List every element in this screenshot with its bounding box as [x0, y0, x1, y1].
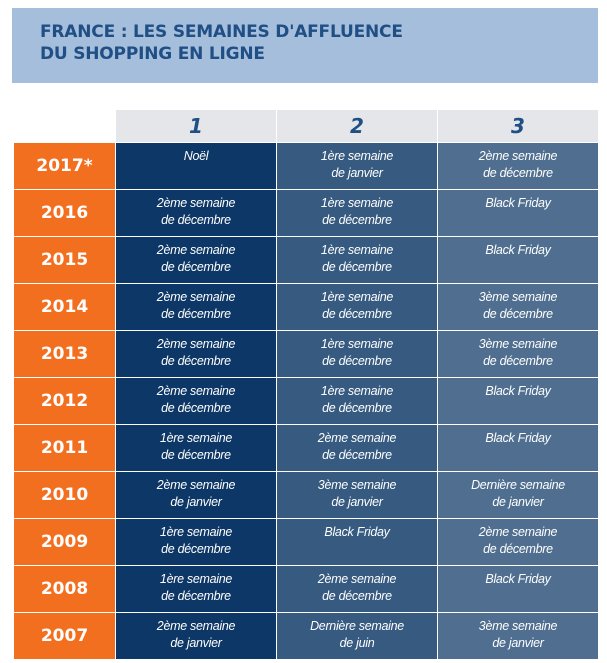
week-cell-rank-2: 2ème semaine de décembre — [276, 425, 437, 471]
table-row: 2016 2ème semaine de décembre 1ère semaine… — [14, 189, 598, 236]
year-cell: 2016 — [14, 190, 115, 236]
week-cell-rank-1: 2ème semaine de décembre — [115, 237, 276, 283]
week-cell-rank-2: 2ème semaine de décembre — [276, 566, 437, 612]
year-cell: 2014 — [14, 284, 115, 330]
week-cell-rank-1: 2ème semaine de janvier — [115, 472, 276, 518]
header-row: 1 2 3 — [14, 110, 598, 142]
week-cell-rank-2: 1ère semaine de décembre — [276, 378, 437, 424]
week-cell-rank-2: Black Friday — [276, 519, 437, 565]
table-row: 2007 2ème semaine de janvier Dernière sema… — [14, 612, 598, 659]
table-row: 2010 2ème semaine de janvier 3ème semaine … — [14, 471, 598, 518]
week-cell-rank-3: 3ème semaine de janvier — [437, 613, 598, 659]
year-cell: 2010 — [14, 472, 115, 518]
week-cell-rank-2: 1ère semaine de décembre — [276, 331, 437, 377]
week-cell-rank-2: 1ère semaine de janvier — [276, 143, 437, 189]
week-cell-rank-3: 2ème semaine de décembre — [437, 519, 598, 565]
week-cell-rank-1: 1ère semaine de décembre — [115, 519, 276, 565]
week-cell-rank-3: Black Friday — [437, 237, 598, 283]
year-cell: 2011 — [14, 425, 115, 471]
year-cell: 2009 — [14, 519, 115, 565]
week-cell-rank-1: 2ème semaine de décembre — [115, 190, 276, 236]
week-cell-rank-3: 2ème semaine de décembre — [437, 143, 598, 189]
table-row: 2013 2ème semaine de décembre 1ère semaine… — [14, 330, 598, 377]
week-cell-rank-2: Dernière semaine de juin — [276, 613, 437, 659]
table-row: 2012 2ème semaine de décembre 1ère semaine… — [14, 377, 598, 424]
year-cell: 2017* — [14, 143, 115, 189]
week-cell-rank-3: Black Friday — [437, 190, 598, 236]
affluence-table: 1 2 3 2017* Noël 1ère semaine de janvier 2è… — [14, 110, 598, 659]
week-cell-rank-1: 2ème semaine de décembre — [115, 331, 276, 377]
week-cell-rank-1: 2ème semaine de janvier — [115, 613, 276, 659]
table-row: 2014 2ème semaine de décembre 1ère semaine… — [14, 283, 598, 330]
table-body: 2017* Noël 1ère semaine de janvier 2ème sem… — [14, 142, 598, 659]
week-cell-rank-2: 3ème semaine de janvier — [276, 472, 437, 518]
table-row: 2011 1ère semaine de décembre 2ème semaine… — [14, 424, 598, 471]
title-line-2: DU SHOPPING EN LIGNE — [40, 44, 265, 64]
week-cell-rank-1: 1ère semaine de décembre — [115, 566, 276, 612]
week-cell-rank-1: Noël — [115, 143, 276, 189]
week-cell-rank-1: 2ème semaine de décembre — [115, 284, 276, 330]
title-banner: FRANCE : LES SEMAINES D'AFFLUENCE DU SHO… — [12, 8, 598, 83]
week-cell-rank-1: 1ère semaine de décembre — [115, 425, 276, 471]
table-row: 2008 1ère semaine de décembre 2ème semaine… — [14, 565, 598, 612]
header-corner — [14, 110, 115, 142]
week-cell-rank-2: 1ère semaine de décembre — [276, 237, 437, 283]
column-header-2: 2 — [276, 110, 437, 142]
year-cell: 2008 — [14, 566, 115, 612]
column-header-3: 3 — [437, 110, 598, 142]
column-header-1: 1 — [115, 110, 276, 142]
table-row: 2009 1ère semaine de décembre Black Friday… — [14, 518, 598, 565]
title-line-1: FRANCE : LES SEMAINES D'AFFLUENCE — [40, 22, 403, 42]
year-cell: 2013 — [14, 331, 115, 377]
week-cell-rank-3: 3ème semaine de décembre — [437, 284, 598, 330]
year-cell: 2007 — [14, 613, 115, 659]
week-cell-rank-1: 2ème semaine de décembre — [115, 378, 276, 424]
table-row: 2017* Noël 1ère semaine de janvier 2ème sem… — [14, 142, 598, 189]
week-cell-rank-2: 1ère semaine de décembre — [276, 284, 437, 330]
week-cell-rank-3: Dernière semaine de janvier — [437, 472, 598, 518]
year-cell: 2015 — [14, 237, 115, 283]
table-row: 2015 2ème semaine de décembre 1ère semaine… — [14, 236, 598, 283]
week-cell-rank-3: Black Friday — [437, 378, 598, 424]
week-cell-rank-3: 3ème semaine de décembre — [437, 331, 598, 377]
week-cell-rank-3: Black Friday — [437, 566, 598, 612]
year-cell: 2012 — [14, 378, 115, 424]
week-cell-rank-2: 1ère semaine de décembre — [276, 190, 437, 236]
week-cell-rank-3: Black Friday — [437, 425, 598, 471]
